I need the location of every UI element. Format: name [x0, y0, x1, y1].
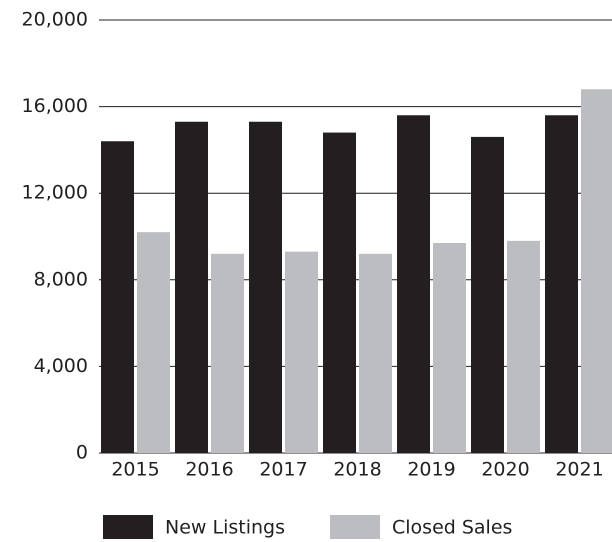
bar — [581, 89, 612, 453]
y-tick-label: 0 — [76, 442, 88, 464]
bar — [175, 121, 208, 453]
bar — [507, 240, 540, 453]
y-tick-label: 8,000 — [34, 268, 88, 290]
x-tick-label: 2019 — [407, 459, 455, 481]
bar — [137, 232, 170, 453]
bar — [101, 141, 134, 454]
bar — [249, 121, 282, 453]
bar — [323, 132, 356, 453]
legend-label: Closed Sales — [392, 517, 512, 539]
x-tick-label: 2017 — [259, 459, 307, 481]
bar — [285, 251, 318, 453]
bar — [545, 115, 578, 453]
bar — [359, 253, 392, 453]
legend-swatch — [330, 515, 380, 539]
legend-label: New Listings — [165, 517, 285, 539]
bar — [397, 115, 430, 453]
bar — [471, 136, 504, 453]
x-tick-label: 2015 — [111, 459, 159, 481]
y-tick-label: 20,000 — [22, 9, 88, 31]
bar — [211, 253, 244, 453]
y-tick-label: 12,000 — [22, 182, 88, 204]
y-tick-label: 4,000 — [34, 355, 88, 377]
x-tick-label: 2021 — [555, 459, 603, 481]
legend-swatch — [103, 515, 153, 539]
y-tick-label: 16,000 — [22, 95, 88, 117]
bar — [433, 242, 466, 453]
x-tick-label: 2020 — [481, 459, 529, 481]
x-tick-label: 2016 — [185, 459, 233, 481]
x-tick-label: 2018 — [333, 459, 381, 481]
